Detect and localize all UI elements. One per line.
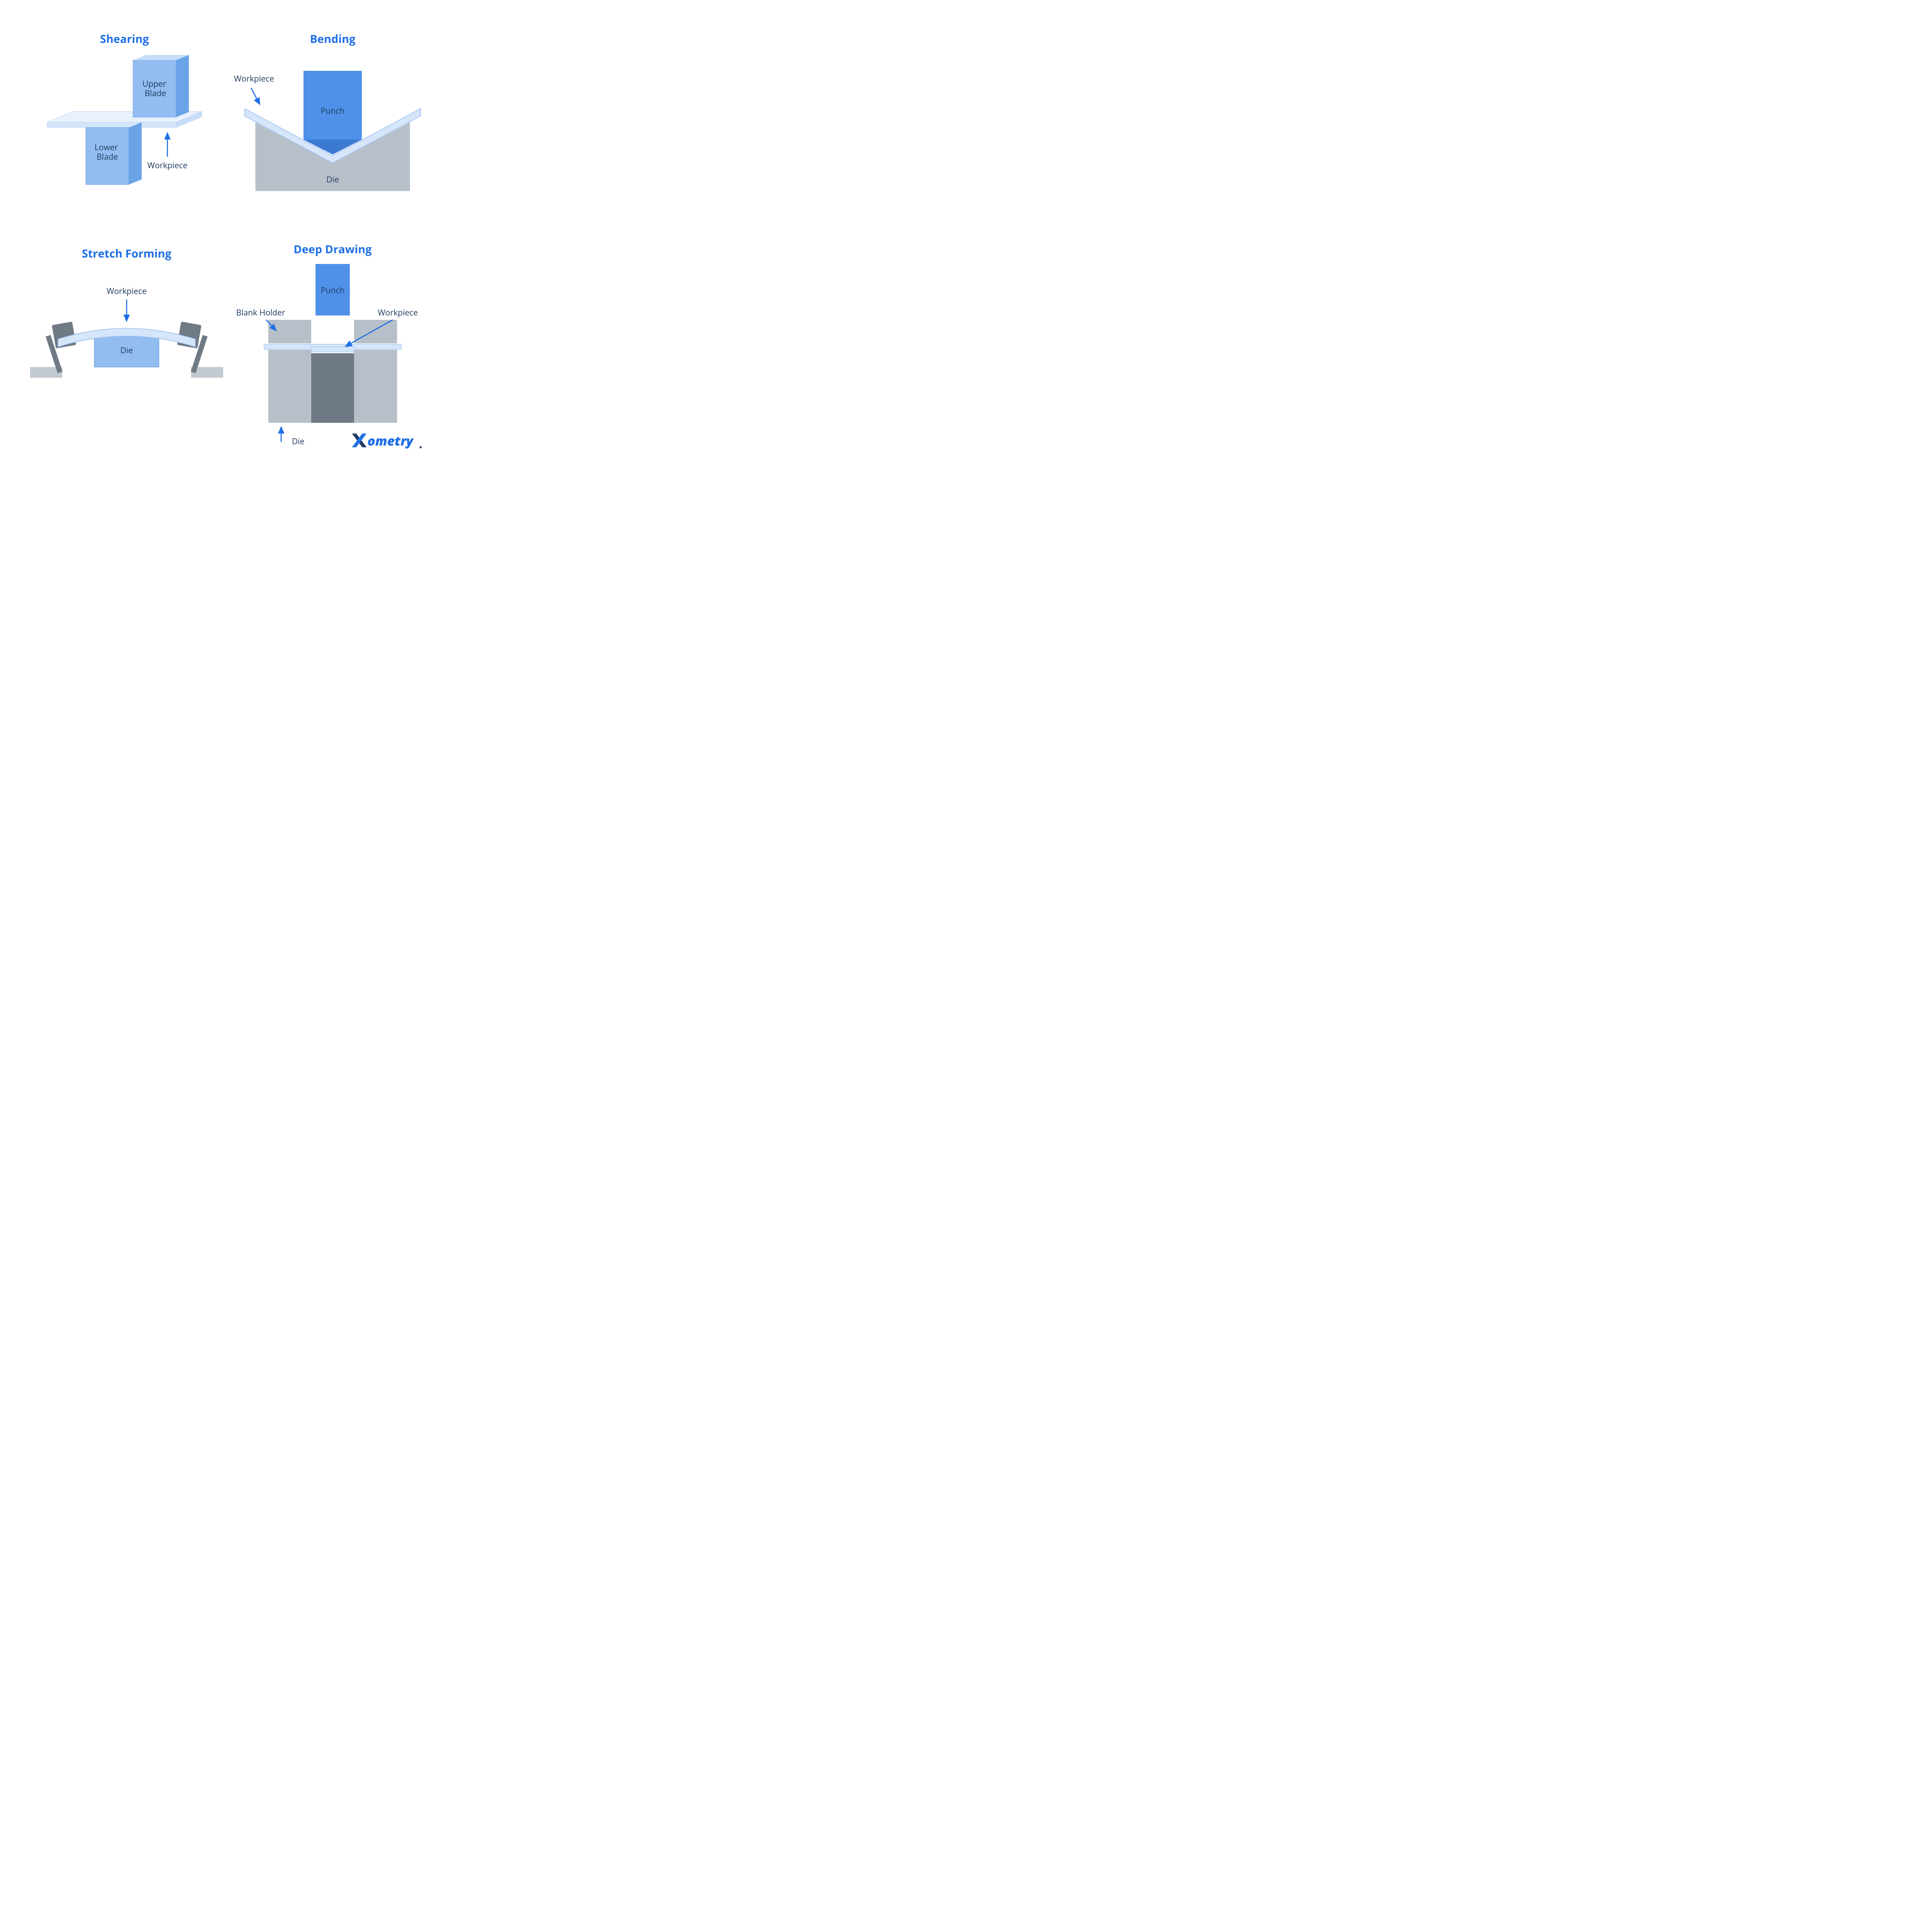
lower-blade-label-l2: Blade	[97, 151, 118, 162]
bending-title: Bending	[310, 31, 355, 46]
infographic-root: { "colors": { "title": "#1f6fe5", "label…	[0, 0, 464, 464]
bending-punch-label: Punch	[321, 105, 345, 116]
deep-die-right	[354, 350, 397, 423]
brand-logo: ometry	[352, 432, 422, 449]
deep-die-label: Die	[292, 436, 304, 447]
stretch-die-label: Die	[120, 345, 133, 356]
deep-workpiece-label: Workpiece	[378, 307, 418, 318]
panel-stretch: Stretch Forming Die Workpiece	[30, 246, 223, 378]
stretch-workpiece-label: Workpiece	[106, 285, 147, 297]
bending-workpiece-arrow	[251, 88, 260, 104]
logo-x-icon	[352, 434, 367, 447]
panel-deep: Deep Drawing Punch Blank Holder Workpiec…	[236, 241, 418, 447]
bending-punch: Punch	[303, 71, 362, 155]
stretch-right-fixture	[177, 321, 223, 378]
deep-punch-label: Punch	[321, 285, 345, 296]
deep-die-left	[268, 350, 311, 423]
deep-holder-right	[354, 320, 397, 343]
deep-die-cavity	[311, 353, 354, 423]
bending-die-label: Die	[326, 174, 339, 185]
panel-bending: Bending Die Punch Workpiece	[234, 31, 421, 191]
svg-text:Lower Blade: Lower Blade	[94, 142, 120, 162]
shearing-workpiece-label: Workpiece	[147, 160, 188, 171]
diagram-svg: Shearing Lower Blade	[0, 0, 464, 464]
shearing-lower-blade: Lower Blade	[86, 122, 142, 185]
shearing-title: Shearing	[100, 31, 149, 46]
stretch-left-fixture	[30, 321, 76, 378]
svg-text:Upper Blade: Upper Blade	[143, 78, 168, 99]
deep-holder-left	[268, 320, 311, 343]
deep-holder-label: Blank Holder	[236, 307, 285, 318]
panel-shearing: Shearing Lower Blade	[47, 31, 202, 185]
upper-blade-label-l2: Blade	[145, 88, 166, 99]
logo-text: ometry	[367, 432, 414, 449]
stretch-title: Stretch Forming	[82, 246, 172, 261]
deep-title: Deep Drawing	[294, 241, 372, 257]
shearing-upper-blade: Upper Blade	[133, 55, 189, 117]
bending-workpiece-label: Workpiece	[234, 73, 274, 84]
